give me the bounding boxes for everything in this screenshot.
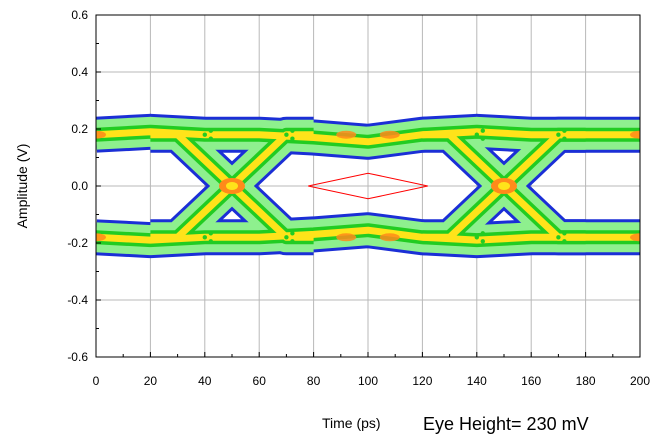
density-speckle [556,132,561,137]
y-tick-label: 0.4 [71,65,88,79]
x-tick-label: 200 [630,374,650,388]
density-speckle [284,235,289,240]
density-speckle [208,136,213,141]
eye-mask-polygon [308,172,428,200]
level-hotspot [379,130,400,139]
x-tick-label: 80 [307,374,321,388]
density-speckle [556,235,561,240]
density-speckle [290,136,295,141]
density-speckle [480,231,485,236]
eye-height-annotation: Eye Height= 230 mV [423,414,589,434]
density-speckle [208,231,213,236]
x-axis-label: Time (ps) [322,415,381,431]
y-axis-ticks: 0.6 0.4 0.2 0.0 -0.2 -0.4 -0.6 [67,8,101,364]
density-speckle [480,128,485,133]
x-tick-label: 120 [412,374,432,388]
crossing-core [498,182,510,190]
density-speckle [290,239,295,244]
y-tick-label: -0.6 [67,350,88,364]
eye-traces [86,113,650,259]
crossing-core [226,182,238,190]
y-tick-label: 0.6 [71,8,88,22]
y-tick-label: 0.2 [71,122,88,136]
y-tick-label: -0.2 [67,236,88,250]
x-tick-label: 0 [93,374,100,388]
x-tick-label: 100 [358,374,378,388]
density-speckle [474,235,479,240]
density-speckle [562,239,567,244]
density-speckle [208,128,213,133]
density-speckle [284,132,289,137]
density-speckle [290,128,295,133]
density-speckle [202,235,207,240]
density-speckle [562,231,567,236]
x-tick-label: 60 [253,374,267,388]
y-axis-label: Amplitude (V) [14,144,30,229]
density-speckle [290,231,295,236]
bottom-margin [0,357,656,440]
level-hotspot [336,130,357,139]
x-tick-label: 40 [198,374,212,388]
x-axis-ticks: 0 20 40 60 80 100 120 140 160 180 200 [93,352,650,388]
density-speckle [480,136,485,141]
density-speckle [202,132,207,137]
density-speckle [562,136,567,141]
eye-mask [308,172,428,200]
density-speckle [480,239,485,244]
x-tick-label: 160 [521,374,541,388]
density-speckle [208,239,213,244]
level-hotspot [336,233,357,242]
density-speckle [474,132,479,137]
y-tick-label: 0.0 [71,179,88,193]
y-tick-label: -0.4 [67,293,88,307]
level-hotspot [379,233,400,242]
top-margin [0,0,656,15]
right-margin [640,0,656,440]
density-speckle [562,128,567,133]
x-tick-label: 180 [576,374,596,388]
x-tick-label: 140 [467,374,487,388]
x-tick-label: 20 [144,374,158,388]
